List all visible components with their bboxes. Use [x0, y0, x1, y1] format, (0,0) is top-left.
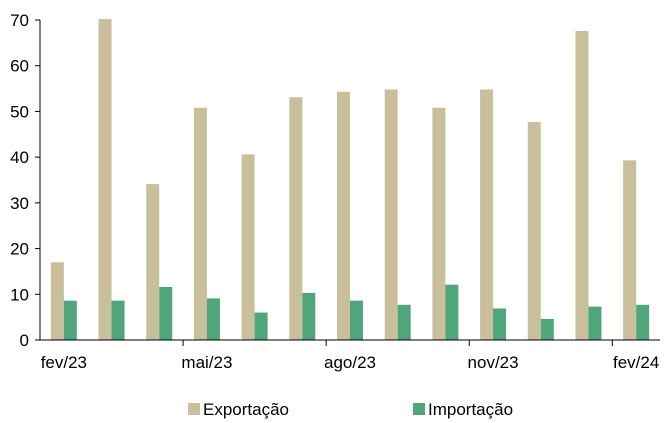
bar-exportacao-jun/23	[241, 154, 255, 340]
x-axis: fev/23 mai/23 ago/23 nov/23 fev/24	[40, 339, 660, 372]
y-tick-label: 10	[10, 285, 29, 304]
bar-importacao-abr/23	[159, 286, 173, 340]
bar-exportacao-out/23	[432, 107, 446, 341]
x-tick-label: mai/23	[181, 353, 232, 372]
bar-importacao-mar/23	[111, 300, 125, 340]
legend-swatch-exportacao	[188, 403, 200, 415]
bar-exportacao-jul/23	[289, 97, 303, 340]
x-tick-label: ago/23	[324, 353, 376, 372]
bar-importacao-ago/23	[350, 300, 363, 340]
bar-importacao-out/23	[445, 284, 459, 340]
y-tick-label: 0	[20, 331, 29, 350]
legend-label-exportacao: Exportação	[203, 400, 289, 419]
y-axis: 0 10 20 30 40 50 60 70	[10, 11, 41, 350]
bar-exportacao-fev/23	[50, 262, 64, 340]
bar-exportacao-abr/23	[146, 184, 160, 340]
legend-label-importacao: Importação	[428, 400, 513, 419]
bar-importacao-nov/23	[493, 308, 507, 340]
legend-swatch-importacao	[413, 403, 425, 415]
bars	[50, 19, 650, 341]
bar-importacao-jun/23	[254, 312, 268, 340]
bar-exportacao-fev/24	[623, 160, 637, 340]
bar-importacao-jul/23	[302, 292, 316, 340]
bar-exportacao-nov/23	[480, 89, 494, 340]
bar-importacao-set/23	[397, 304, 411, 340]
y-tick-label: 20	[10, 240, 29, 259]
bar-importacao-fev/23	[63, 300, 77, 340]
x-tick-label: fev/24	[613, 353, 659, 372]
legend: Exportação Importação	[188, 400, 513, 419]
bar-importacao-jan/24	[588, 306, 602, 340]
y-tick-label: 60	[10, 57, 29, 76]
y-tick-label: 40	[10, 148, 29, 167]
bar-importacao-fev/24	[636, 304, 650, 340]
y-tick-label: 70	[10, 11, 29, 30]
bar-importacao-dez/23	[540, 318, 554, 340]
bar-exportacao-set/23	[384, 89, 398, 340]
bar-exportacao-ago/23	[337, 91, 350, 341]
x-tick-label: fev/23	[41, 353, 87, 372]
bar-exportacao-dez/23	[527, 121, 541, 340]
bar-exportacao-jan/24	[575, 30, 589, 340]
y-tick-label: 50	[10, 102, 29, 121]
bar-exportacao-mar/23	[98, 19, 112, 340]
bar-exportacao-mai/23	[193, 107, 207, 341]
x-tick-label: nov/23	[468, 353, 519, 372]
y-tick-label: 30	[10, 194, 29, 213]
bar-importacao-mai/23	[206, 298, 220, 340]
